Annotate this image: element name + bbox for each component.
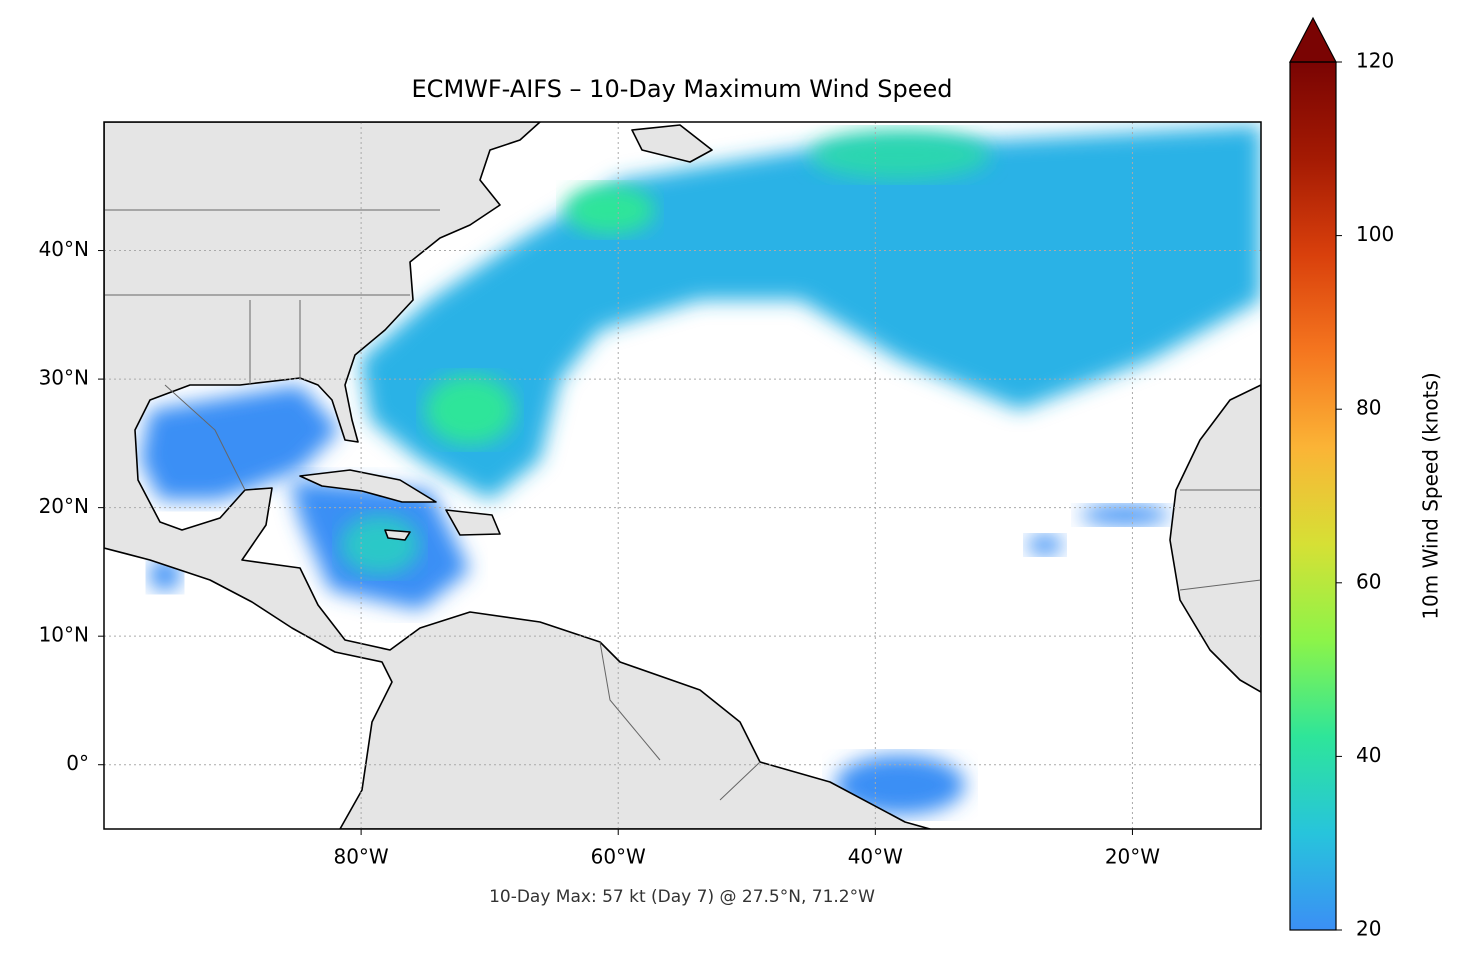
map-frame [103,121,1262,830]
cuba [299,469,437,503]
wind-equator [835,755,965,815]
y-tick-label: 10°N [39,623,89,647]
land [104,122,1261,829]
x-tick-label: 40°W [848,845,903,869]
y-tick-label: 0° [66,751,89,775]
wind-max-storm [425,375,515,445]
annotation: 10-Day Max: 57 kt (Day 7) @ 27.5°N, 71.2… [489,887,875,907]
wind-field [140,125,1261,815]
colorbar-label: 10m Wind Speed (knots) [1419,372,1443,619]
y-tick-label: 20°N [39,494,89,518]
wind-caribbean-core [340,515,420,575]
colorbar-tick-label: 100 [1356,222,1394,246]
wind-northern [810,130,990,180]
jamaica [384,529,411,541]
wind-northeast [565,185,655,235]
colorbar-extend [1289,16,1337,63]
x-tick-label: 20°W [1105,845,1160,869]
colorbar-tick-label: 120 [1356,49,1394,73]
map-area [104,122,1261,829]
americas [104,122,931,829]
colorbar-tick-label: 60 [1356,569,1381,593]
borders [104,209,1261,801]
map-title: ECMWF-AIFS – 10-Day Maximum Wind Speed [412,75,953,103]
x-tick-label: 80°W [333,845,388,869]
hispaniola [445,509,501,536]
colorbar-frame [1289,61,1337,931]
africa [1169,384,1261,693]
colorbar-tick-label: 80 [1356,396,1381,420]
colorbar-tick-label: 40 [1356,743,1381,767]
wind-patch [1080,505,1170,525]
y-tick-label: 40°N [39,237,89,261]
y-tick-label: 30°N [39,366,89,390]
wind-gulf [140,385,340,500]
wind-patch [1027,535,1063,555]
newfoundland [631,124,713,163]
colorbar [1290,62,1336,930]
x-tick-label: 60°W [591,845,646,869]
colorbar-tick-label: 20 [1356,917,1381,941]
